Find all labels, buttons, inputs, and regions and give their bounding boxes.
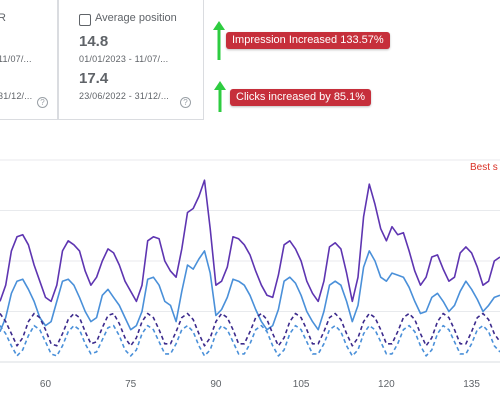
average-position-title: Average position — [95, 12, 177, 24]
average-position-card[interactable]: Average position 14.8 01/01/2023 - 11/07… — [58, 0, 204, 120]
average-position-previous-value: 17.4 — [79, 70, 109, 87]
x-tick-label: 75 — [125, 379, 137, 390]
series-line-4 — [0, 324, 500, 357]
series-line-1 — [0, 179, 500, 303]
series-line-3 — [0, 312, 500, 347]
average-position-previous-range: 23/06/2022 - 31/12/... — [79, 91, 169, 101]
series-line-2 — [0, 250, 500, 332]
ctr-metric-card[interactable]: R 11/07/... 31/12/... ? — [0, 0, 58, 120]
help-icon[interactable]: ? — [180, 97, 191, 108]
average-position-current-value: 14.8 — [79, 33, 109, 50]
impressions-increase-callout: Impression Increased 133.57% — [226, 32, 390, 49]
performance-line-chart: 60 75 90 105 120 135 — [0, 159, 500, 390]
chart-annotation-label: Best s — [470, 162, 498, 173]
ctr-card-title: R — [0, 12, 6, 24]
average-position-current-range: 01/01/2023 - 11/07/... — [79, 54, 169, 64]
x-tick-label: 60 — [40, 379, 52, 390]
up-arrow-icon — [214, 81, 226, 112]
up-arrow-icon — [213, 21, 225, 60]
help-icon[interactable]: ? — [37, 97, 48, 108]
x-tick-label: 120 — [378, 379, 395, 390]
x-tick-label: 105 — [293, 379, 310, 390]
ctr-range-current: 11/07/... — [0, 54, 32, 64]
ctr-range-previous: 31/12/... — [0, 91, 33, 101]
clicks-increase-callout: Clicks increased by 85.1% — [230, 89, 372, 106]
x-tick-label: 90 — [210, 379, 222, 390]
average-position-checkbox[interactable] — [79, 14, 91, 26]
x-tick-label: 135 — [463, 379, 480, 390]
